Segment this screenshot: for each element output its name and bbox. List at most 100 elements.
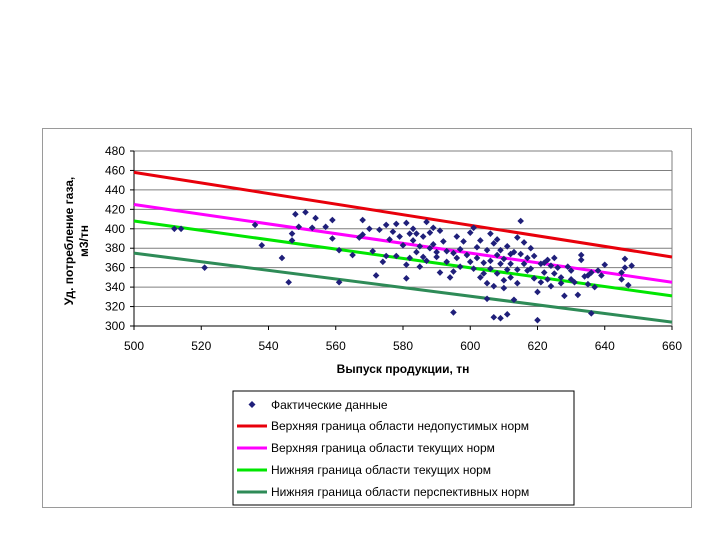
legend-label-0: Верхняя граница области недопустимых нор… xyxy=(271,419,529,433)
scatter-point xyxy=(544,256,551,264)
scatter-point xyxy=(329,235,336,242)
scatter-point xyxy=(514,234,521,241)
scatter-point xyxy=(487,257,494,265)
gridlines xyxy=(134,150,672,327)
scatter-point xyxy=(577,251,585,259)
series-line-0 xyxy=(133,170,673,259)
scatter-point xyxy=(406,230,414,237)
scatter-point xyxy=(527,244,535,252)
y-tick-label: 440 xyxy=(105,183,125,197)
scatter-point xyxy=(628,262,635,270)
scatter-point xyxy=(349,251,356,259)
scatter-point xyxy=(483,295,491,303)
scatter-point xyxy=(473,254,481,262)
scatter-point xyxy=(507,274,514,281)
scatter-point xyxy=(624,281,632,289)
scatter-point xyxy=(426,244,434,252)
x-tick-label: 580 xyxy=(393,339,413,353)
scatter-point xyxy=(567,267,575,274)
scatter-point xyxy=(473,243,481,251)
scatter-point xyxy=(547,282,555,290)
scatter-point xyxy=(527,265,535,272)
scatter-point xyxy=(335,278,343,286)
y-tick-label: 460 xyxy=(105,163,125,177)
scatter-point xyxy=(369,247,377,255)
scatter-point xyxy=(567,276,575,283)
scatter-point xyxy=(433,248,440,256)
x-tick-label: 600 xyxy=(460,339,480,353)
scatter-point xyxy=(406,254,414,262)
scatter-point xyxy=(382,252,390,260)
scatter-point xyxy=(534,316,541,324)
scatter-point xyxy=(551,270,558,277)
scatter-point xyxy=(544,276,551,283)
axes xyxy=(130,150,673,330)
scatter-point xyxy=(403,219,410,227)
scatter-point xyxy=(285,278,292,286)
scatter-point xyxy=(446,274,454,281)
scatter-point xyxy=(177,225,185,233)
scatter-point xyxy=(500,284,508,292)
scatter-point xyxy=(588,310,595,317)
scatter-point xyxy=(490,313,498,321)
scatter-point xyxy=(416,263,424,270)
scatter-point xyxy=(524,254,531,262)
scatter-point xyxy=(510,296,518,304)
scatter-point xyxy=(372,272,380,279)
scatter-point xyxy=(490,282,498,290)
scatter-point xyxy=(540,259,548,267)
scatter-point xyxy=(601,261,609,269)
scatter-point xyxy=(386,236,393,243)
scatter-point xyxy=(403,275,410,282)
legend-label-scatter: Фактические данные xyxy=(271,398,388,412)
scatter-point xyxy=(507,260,514,268)
scatter-point xyxy=(201,264,208,271)
legend-label-3: Нижняя граница области перспективных нор… xyxy=(271,485,529,499)
scatter-point xyxy=(453,233,461,240)
scatter-point xyxy=(480,270,487,277)
y-tick-label: 400 xyxy=(105,222,125,236)
y-tick-label: 480 xyxy=(105,144,125,158)
x-tick-label: 540 xyxy=(258,339,278,353)
y-axis-label-line2: м3/тн xyxy=(77,225,91,257)
y-tick-label: 340 xyxy=(105,280,125,294)
scatter-point xyxy=(618,269,625,276)
scatter-point xyxy=(577,256,585,264)
scatter-point xyxy=(517,250,524,258)
scatter-point xyxy=(584,272,592,279)
scatter-point xyxy=(382,221,390,229)
scatter-point xyxy=(450,268,457,275)
scatter-point xyxy=(312,214,319,222)
scatter-point xyxy=(487,230,494,237)
series-line-3 xyxy=(133,251,673,324)
x-tick-label: 500 xyxy=(124,339,144,353)
x-tick-label: 560 xyxy=(326,339,346,353)
scatter-point xyxy=(171,225,178,233)
scatter-point xyxy=(251,221,259,229)
y-tick-label: 420 xyxy=(105,202,125,216)
scatter-point xyxy=(359,231,366,238)
scatter-point xyxy=(584,280,592,288)
scatter-point xyxy=(530,252,538,260)
legend-label-1: Верхняя граница области текущих норм xyxy=(271,441,495,455)
scatter-point xyxy=(514,266,521,273)
scatter-points xyxy=(171,208,635,324)
scatter-point xyxy=(487,265,494,272)
x-tick-label: 520 xyxy=(191,339,211,353)
y-tick-label: 380 xyxy=(105,241,125,255)
scatter-point xyxy=(618,276,625,283)
scatter-point xyxy=(379,258,387,266)
scatter-point xyxy=(497,260,504,268)
scatter-point xyxy=(497,314,504,322)
scatter-point xyxy=(503,242,511,250)
scatter-point xyxy=(466,229,474,236)
legend-box xyxy=(232,390,575,506)
scatter-point xyxy=(564,263,572,270)
scatter-point xyxy=(551,254,558,262)
scatter-point xyxy=(530,275,538,282)
scatter-point xyxy=(493,251,501,259)
scatter-point xyxy=(510,248,518,256)
scatter-point xyxy=(392,220,400,228)
scatter-point xyxy=(514,279,521,287)
scatter-point xyxy=(359,216,366,224)
